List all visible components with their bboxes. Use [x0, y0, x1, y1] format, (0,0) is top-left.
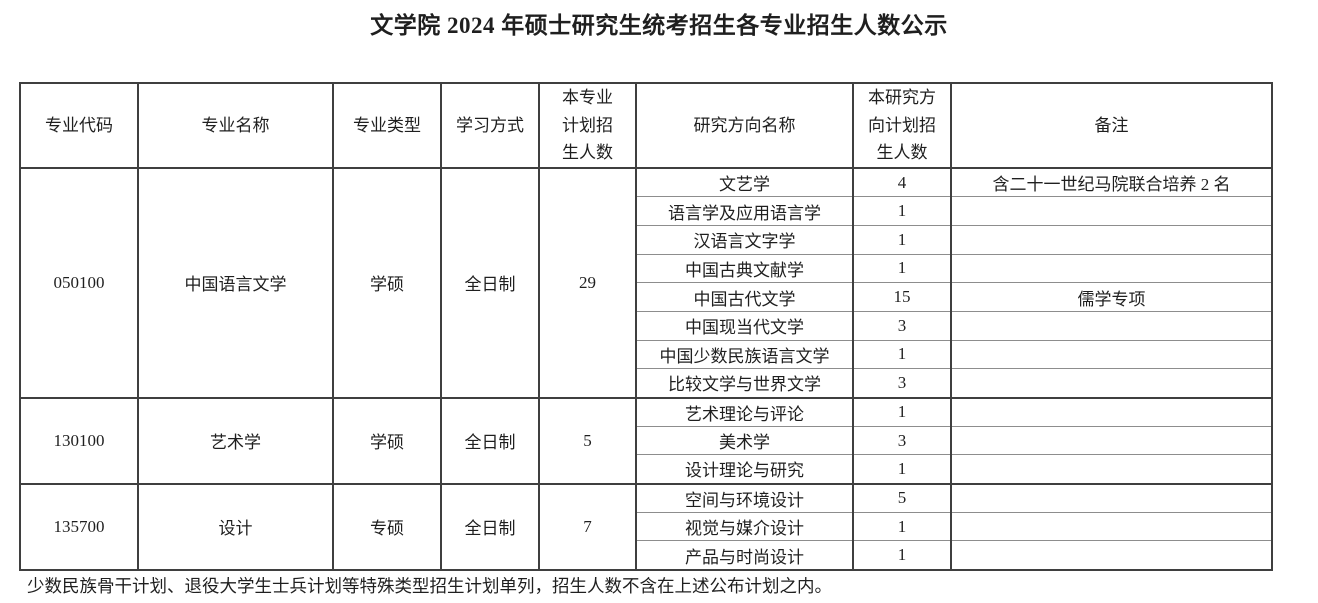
study-mode-cell: 全日制 — [440, 167, 540, 399]
direction-name-cell: 设计理论与研究 — [635, 454, 854, 485]
direction-name-cell: 中国古代文学 — [635, 282, 854, 312]
header-major-name: 专业名称 — [137, 82, 334, 169]
direction-name-cell: 中国少数民族语言文学 — [635, 339, 854, 370]
header-row: 专业代码 专业名称 专业类型 学习方式 本专业计划招生人数 研究方向名称 本研究方向计划招生… — [19, 82, 1273, 169]
remark-cell — [950, 425, 1273, 456]
page-title: 文学院 2024 年硕士研究生统考招生各专业招生人数公示 — [370, 13, 948, 38]
direction-name-cell: 艺术理论与评论 — [635, 396, 854, 427]
header-label: 学习方式 — [456, 115, 524, 135]
table-row: 设计理论与研究 1 — [20, 454, 1273, 485]
remark-cell — [950, 482, 1273, 513]
study-mode-cell: 全日制 — [440, 482, 540, 571]
table-row: 135700 设计 专硕 全日制 7 空间与环境设计 5 — [19, 482, 1273, 571]
direction-plan-count-cell: 3 — [852, 425, 952, 456]
direction-name-cell: 比较文学与世界文学 — [635, 368, 854, 399]
remark-cell — [950, 540, 1273, 571]
remark-cell — [950, 224, 1273, 255]
direction-plan-count-cell: 1 — [852, 339, 952, 370]
table-row: 产品与时尚设计 1 — [20, 540, 1273, 571]
header-label: 研究方向名称 — [693, 115, 796, 135]
remark-cell — [950, 196, 1273, 226]
remark-cell — [950, 396, 1273, 427]
major-code-cell: 135700 — [19, 482, 139, 571]
table-row: 比较文学与世界文学 3 — [20, 368, 1273, 399]
major-type-cell: 专硕 — [332, 482, 442, 571]
table-row: 汉语言文字学 1 — [20, 224, 1273, 255]
header-major-type: 专业类型 — [332, 82, 442, 169]
remark-cell — [950, 339, 1273, 370]
direction-plan-count-cell: 1 — [852, 511, 952, 542]
admissions-table: 专业代码 专业名称 专业类型 学习方式 本专业计划招生人数 研究方向名称 本研究方向计划招生… — [19, 82, 1273, 571]
remark-cell: 儒学专项 — [950, 282, 1273, 312]
table-row: 050100 中国语言文学 学硕 全日制 29 文艺学 4 含二十一世纪马院联合培养 2 名 — [19, 167, 1273, 399]
table-row: 中国少数民族语言文学 1 — [20, 339, 1273, 370]
header-direction-plan-count: 本研究方向计划招生人数 — [852, 82, 952, 169]
remark-cell — [950, 454, 1273, 485]
header-label: 专业类型 — [353, 115, 421, 135]
major-plan-count-cell: 5 — [538, 396, 637, 485]
major-name-cell: 艺术学 — [137, 396, 334, 485]
direction-name-cell: 美术学 — [635, 425, 854, 456]
header-major-plan-count: 本专业计划招生人数 — [538, 82, 637, 169]
major-name-cell: 设计 — [137, 482, 334, 571]
table-row: 130100 艺术学 学硕 全日制 5 艺术理论与评论 1 — [19, 396, 1273, 485]
direction-name-cell: 中国现当代文学 — [635, 310, 854, 341]
major-type-cell: 学硕 — [332, 396, 442, 485]
header-label: 专业名称 — [201, 115, 270, 135]
header-label: 备注 — [1094, 115, 1129, 135]
table-row: 语言学及应用语言学 1 — [20, 196, 1273, 226]
header-study-mode: 学习方式 — [440, 82, 540, 169]
remark-cell — [950, 368, 1273, 399]
table-body: 050100 中国语言文学 学硕 全日制 29 文艺学 4 含二十一世纪马院联合培养 2 名语… — [19, 167, 1273, 571]
table-header: 专业代码 专业名称 专业类型 学习方式 本专业计划招生人数 研究方向名称 本研究方向计划招生… — [19, 82, 1273, 169]
footnote: 少数民族骨干计划、退役大学生士兵计划等特殊类型招生计划单列，招生人数不含在上述公… — [27, 575, 832, 596]
major-name-cell: 中国语言文学 — [137, 167, 334, 399]
direction-plan-count-cell: 4 — [852, 167, 952, 198]
direction-plan-count-cell: 1 — [852, 540, 952, 571]
direction-plan-count-cell: 1 — [852, 253, 952, 284]
major-plan-count-cell: 29 — [538, 167, 637, 399]
table-row: 视觉与媒介设计 1 — [20, 511, 1273, 542]
major-plan-count-cell: 7 — [538, 482, 637, 571]
direction-plan-count-cell: 1 — [852, 224, 952, 255]
direction-name-cell: 汉语言文字学 — [635, 224, 854, 255]
remark-cell — [950, 310, 1273, 341]
table-row: 中国古典文献学 1 — [20, 253, 1273, 284]
header-direction-name: 研究方向名称 — [635, 82, 854, 169]
direction-plan-count-cell: 5 — [852, 482, 952, 513]
remark-cell — [950, 511, 1273, 542]
table-row: 中国古代文学 15 儒学专项 — [20, 282, 1273, 312]
major-code-cell: 130100 — [19, 396, 139, 485]
major-type-cell: 学硕 — [332, 167, 442, 399]
major-code-cell: 050100 — [19, 167, 139, 399]
direction-name-cell: 空间与环境设计 — [635, 482, 854, 513]
direction-name-cell: 语言学及应用语言学 — [635, 196, 854, 226]
direction-plan-count-cell: 1 — [852, 396, 952, 427]
direction-name-cell: 文艺学 — [635, 167, 854, 198]
direction-plan-count-cell: 1 — [852, 454, 952, 485]
direction-name-cell: 中国古典文献学 — [635, 253, 854, 284]
remark-cell — [950, 253, 1273, 284]
direction-name-cell: 产品与时尚设计 — [635, 540, 854, 571]
header-label: 专业代码 — [45, 115, 113, 135]
direction-name-cell: 视觉与媒介设计 — [635, 511, 854, 542]
direction-plan-count-cell: 1 — [852, 196, 952, 226]
remark-cell: 含二十一世纪马院联合培养 2 名 — [950, 167, 1273, 198]
direction-plan-count-cell: 3 — [852, 368, 952, 399]
header-label: 本研究方向计划招生人数 — [868, 88, 936, 163]
header-major-code: 专业代码 — [19, 82, 139, 169]
direction-plan-count-cell: 15 — [852, 282, 952, 312]
direction-plan-count-cell: 3 — [852, 310, 952, 341]
header-remark: 备注 — [950, 82, 1273, 169]
study-mode-cell: 全日制 — [440, 396, 540, 485]
header-label: 本专业计划招生人数 — [562, 88, 613, 163]
